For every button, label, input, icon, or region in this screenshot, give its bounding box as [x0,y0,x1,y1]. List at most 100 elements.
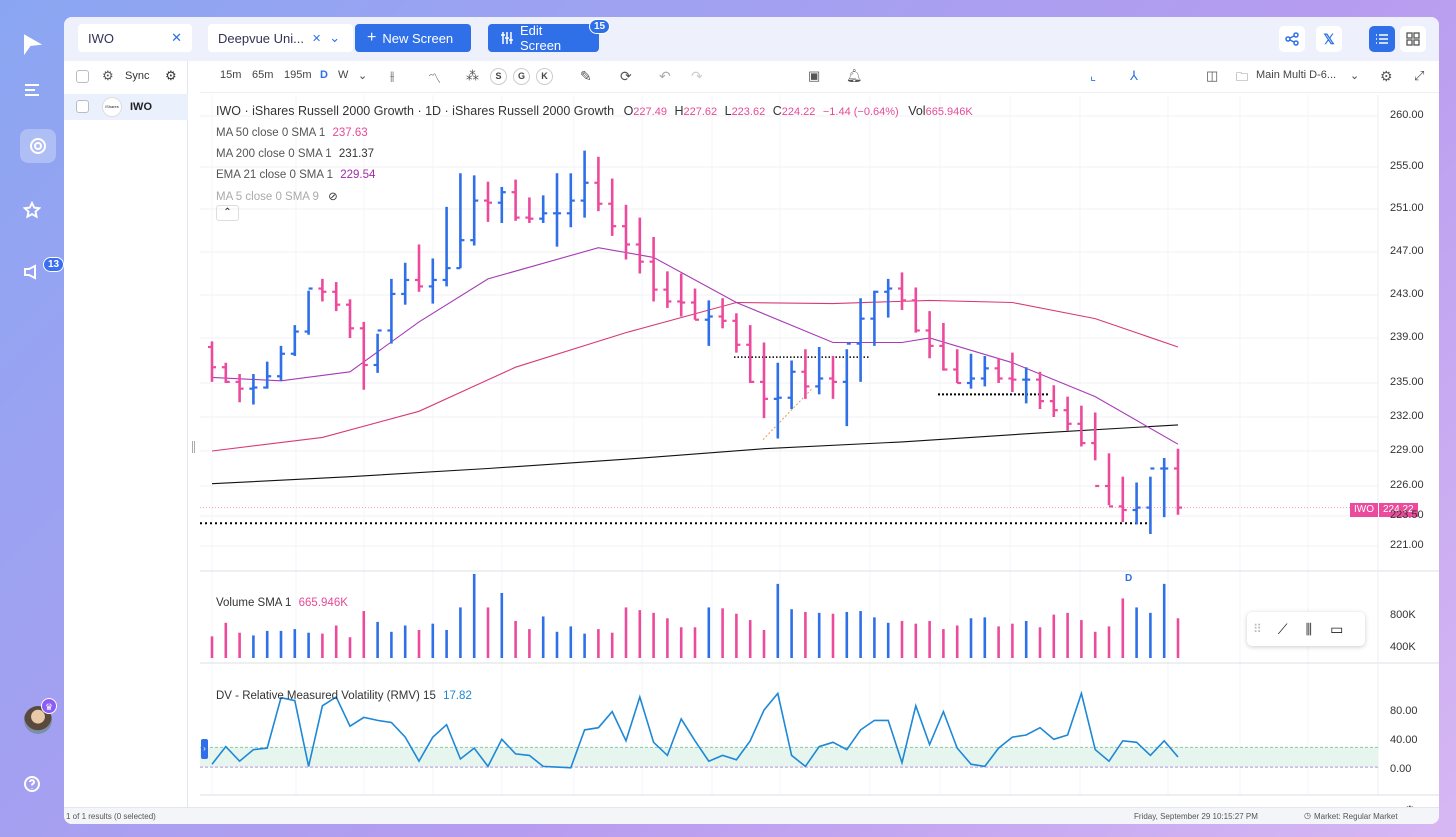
select-all-checkbox[interactable] [76,70,89,83]
price-axis-label: 221.00 [1390,539,1424,551]
symbol-search-value[interactable]: IWO [88,30,114,46]
templates-icon[interactable]: ⁂ [466,68,479,83]
edit-screen-button[interactable]: Edit Screen [488,23,599,53]
interval-d[interactable]: D [320,69,328,81]
rmv-legend[interactable]: DV - Relative Measured Volatility (RMV) … [216,690,472,702]
rmv-value: 17.82 [443,690,472,702]
redo-icon[interactable]: ↷ [691,68,703,84]
pill-s[interactable]: S [490,68,507,85]
candles-icon[interactable]: ⫼ [1305,620,1313,637]
pill-k[interactable]: K [536,68,553,85]
row-checkbox[interactable] [76,100,89,113]
calendar-icon[interactable]: ▣ [808,68,821,83]
x-social-icon[interactable]: 𝕏 [1316,26,1342,52]
high-label: H [674,104,684,118]
fullscreen-icon[interactable]: ⤢ [1414,68,1425,83]
chart-title-line: IWO · iShares Russell 2000 Growth · 1D ·… [216,104,973,118]
chevron-down-icon[interactable]: ⌄ [1350,70,1360,82]
sync-label[interactable]: Sync [125,70,150,82]
area-chart-icon[interactable]: ⌞ [1090,68,1097,83]
menu-icon[interactable] [18,76,46,104]
interval-195m[interactable]: 195m [284,69,312,81]
chart-area[interactable]: IWO · iShares Russell 2000 Growth · 1D ·… [200,95,1439,818]
new-screen-button[interactable]: + New Screen [355,24,471,52]
open-value: 227.49 [633,106,667,118]
app-logo-icon[interactable] [18,30,46,58]
screener-icon[interactable] [20,129,56,163]
status-datetime: Friday, September 29 10:15:27 PM [1134,812,1258,821]
layout-name[interactable]: Main Multi D-6... [1256,69,1337,81]
change-value: −1.44 (−0.64%) [822,106,899,118]
close-value: 224.22 [781,106,816,118]
interval-65m[interactable]: 65m [252,69,274,81]
price-axis-label: 223.50 [1390,509,1424,521]
comment-icon[interactable]: ▭ [1330,620,1344,637]
ma5-legend[interactable]: MA 5 close 0 SMA 9 ⊘ [216,189,338,203]
open-label: O [623,104,634,118]
ema21-value: 229.54 [340,169,376,181]
price-axis-label: 251.00 [1390,202,1424,214]
close-icon[interactable]: ✕ [171,30,182,45]
trend-line-icon[interactable]: ⟋ [1277,620,1288,637]
high-value: 227.62 [683,106,718,118]
pill-g[interactable]: G [513,68,530,85]
watchlist-row[interactable]: iShares IWO [64,94,188,120]
symbol-search-tab[interactable]: IWO ✕ [78,24,192,52]
list-view-icon[interactable] [1369,26,1395,52]
hidden-eye-icon[interactable]: ⊘ [328,191,338,203]
ma200-value: 231.37 [338,148,375,160]
main-window: IWO ✕ Deepvue Uni... ✕ ⌄ + New Screen Ed… [64,17,1439,824]
edit-screen-label: Edit Screen [519,23,562,53]
collapse-legend-button[interactable]: ⌃ [216,205,239,221]
star-icon[interactable] [18,196,46,224]
settings-gear-icon[interactable]: ⚙ [1380,68,1393,84]
volume-legend[interactable]: Volume SMA 1 665.946K [216,597,348,609]
price-axis-label: 239.00 [1390,331,1424,343]
ema21-legend[interactable]: EMA 21 close 0 SMA 1 229.54 [216,169,375,181]
ma50-line [211,299,1179,452]
help-icon[interactable] [18,770,46,798]
bell-icon[interactable]: 🔔︎ [846,68,863,83]
grid-view-icon[interactable] [1400,26,1426,52]
clock-icon: ◷ [1304,811,1311,820]
volume-value: 665.946K [925,106,973,118]
price-axis-label: 229.00 [1390,444,1424,456]
panel-resize-handle[interactable] [192,441,195,453]
app-sidebar: 13 ♛ [0,0,65,837]
settings-gear-icon[interactable]: ⚙ [165,68,177,83]
indicators-icon[interactable]: 〽 [428,71,442,86]
plus-icon: + [367,29,377,46]
pane-collapse-handle[interactable]: › [201,739,208,759]
drag-handle-icon[interactable]: ⠿ [1253,622,1262,636]
ishares-logo: iShares [102,97,122,117]
interval-15m[interactable]: 15m [220,69,242,81]
premium-crown-icon: ♛ [41,698,57,714]
folder-icon[interactable]: 🗀 [1236,70,1249,84]
rmv-axis-label: 0.00 [1390,763,1412,775]
price-axis-label: 235.00 [1390,376,1424,388]
close-icon[interactable]: ✕ [312,32,322,45]
ma50-label: MA 50 close 0 SMA 1 [216,127,326,139]
layout-icon[interactable]: ◫ [1206,68,1219,83]
status-bar: 1 of 1 results (0 selected) Friday, Sept… [64,807,1439,824]
sliders-icon [500,32,513,44]
chevron-down-icon[interactable]: ⌄ [329,30,341,45]
share-icon[interactable] [1279,26,1305,52]
compare-icon[interactable]: ⅄ [1130,68,1138,83]
chevron-down-icon[interactable]: ⌄ [358,70,368,82]
interval-w[interactable]: W [338,69,349,81]
top-bar: IWO ✕ Deepvue Uni... ✕ ⌄ + New Screen Ed… [64,17,1439,61]
gear-icon[interactable]: ⚙ [102,68,114,83]
ma200-legend[interactable]: MA 200 close 0 SMA 1 231.37 [216,148,374,160]
bar-style-icon[interactable]: ⫲ [390,68,395,83]
ema21-line [211,247,1179,445]
price-axis-label: 255.00 [1390,160,1424,172]
screen-selector-tab[interactable]: Deepvue Uni... ✕ ⌄ [208,24,353,52]
undo-icon[interactable]: ↶ [659,68,671,84]
ma50-legend[interactable]: MA 50 close 0 SMA 1 237.63 [216,127,368,139]
refresh-icon[interactable]: ⟳ [620,68,632,84]
price-tag: IWO 224.22 [1350,503,1418,517]
alerts-icon[interactable] [18,258,46,286]
pencil-icon[interactable]: ✎ [580,68,592,84]
chart-canvas[interactable] [200,95,1439,807]
